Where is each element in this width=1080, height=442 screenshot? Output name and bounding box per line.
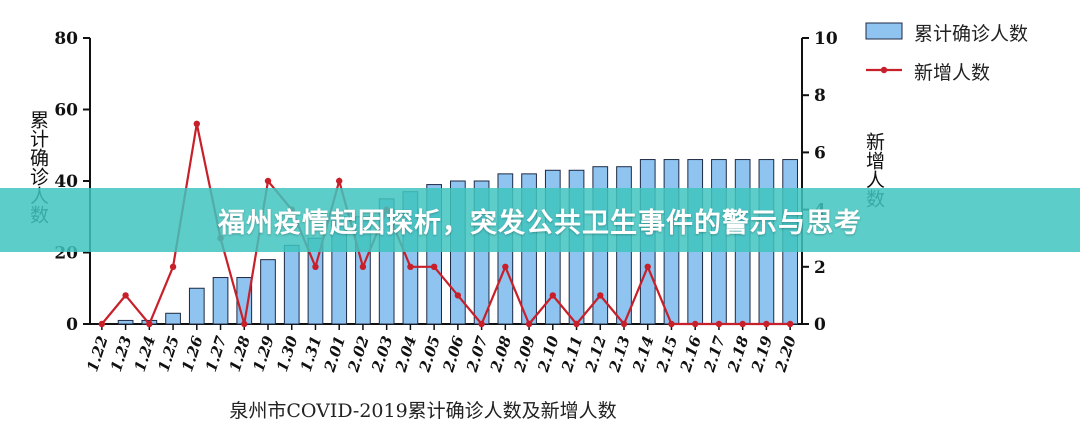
line-point [573,320,580,328]
line-point [122,292,129,299]
y-left-tick-label: 60 [54,101,78,121]
bar [165,312,181,325]
line-point [264,177,272,185]
y-left-tick-label: 80 [54,29,78,49]
y-left-tick-label: 0 [66,315,78,335]
line-point [739,320,746,328]
line-point [169,263,177,270]
line-point [786,320,794,328]
legend-swatch-point [880,66,888,74]
bar [236,277,253,325]
y-left-tick-label: 40 [54,172,78,192]
line-point [336,177,343,185]
legend-swatch-bar [865,22,903,40]
bar [212,277,229,325]
legend-label-new: 新增人数 [914,62,991,84]
line-point [597,292,604,299]
line-point [715,320,723,328]
bar [188,287,205,325]
chart-caption: 泉州市COVID-2019累计确诊人数及新增人数 [229,400,617,422]
line-point [763,320,770,328]
y-right-tick-label: 2 [814,258,826,278]
y-right-tick-label: 0 [814,315,826,335]
line-point [407,263,414,270]
banner-title: 福州疫情起因探析，突发公共卫生事件的警示与思考 [218,207,862,239]
line-point [549,292,556,299]
bar [117,319,134,325]
y-right-tick-label: 6 [814,143,826,163]
line-point [312,263,319,270]
line-point [478,320,485,328]
legend-label-cumulative: 累计确诊人数 [914,23,1029,45]
line-point [502,263,509,270]
bar [283,244,300,325]
line-point [193,120,200,128]
bar [260,259,276,325]
y-right-tick-label: 8 [814,86,826,106]
line-point [146,320,153,328]
line-point [692,320,699,328]
title-banner: 福州疫情起因探析，突发公共卫生事件的警示与思考 [0,188,1080,252]
line-point [98,320,106,328]
line-point [525,320,533,328]
line-point [454,292,462,299]
line-point [359,263,367,270]
y-right-tick-label: 10 [814,29,838,49]
line-point [668,320,675,328]
line-point [644,263,651,270]
line-point [430,263,438,270]
line-point [620,320,628,328]
line-point [241,320,248,328]
